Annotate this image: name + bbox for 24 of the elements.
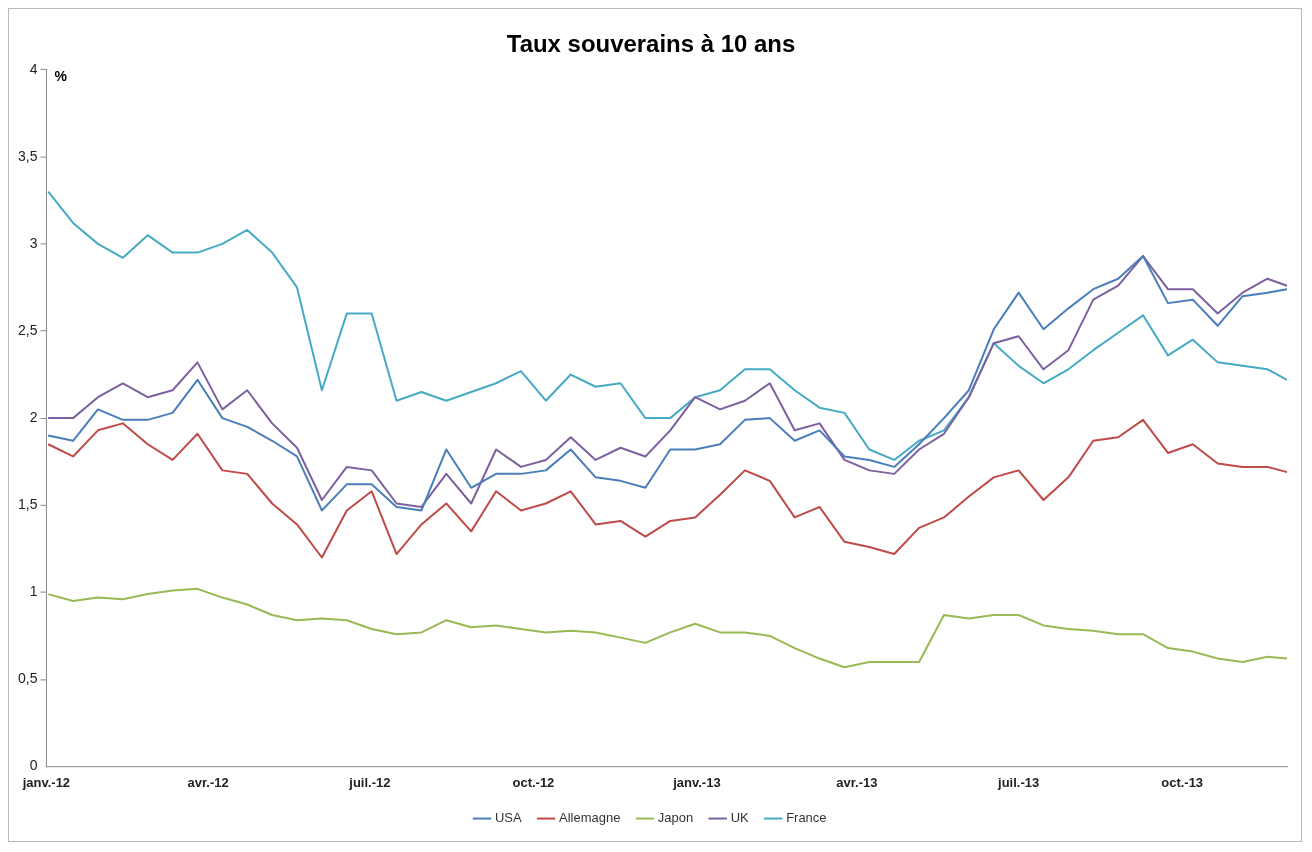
chart-title: Taux souverains à 10 ans [506,29,796,57]
x-tick-label: oct.-12 [512,774,555,790]
y-tick-label: 2,5 [17,321,38,338]
y-tick-label: 0 [29,757,38,774]
legend-label: Allemagne [559,810,621,826]
legend-label: France [786,810,827,826]
x-tick-label: juil.-13 [997,774,1040,790]
y-tick-label: 1,5 [17,496,38,513]
y-tick-label: 2 [29,408,38,425]
y-axis-title: % [54,68,68,85]
x-tick-label: avr.-12 [187,774,229,790]
y-tick-label: 3 [29,234,38,251]
legend-label: USA [494,810,522,826]
x-tick-label: janv.-13 [672,774,721,790]
y-tick-label: 1 [29,583,38,600]
y-tick-label: 0,5 [17,670,38,687]
x-tick-label: juil.-12 [348,774,391,790]
y-tick-label: 4 [29,60,38,77]
x-tick-label: janv.-12 [21,774,71,790]
x-tick-label: avr.-13 [836,774,878,790]
legend-label: Japon [657,810,694,826]
legend-label: UK [730,810,750,826]
x-tick-label: oct.-13 [1161,774,1204,790]
y-tick-label: 3,5 [17,147,38,164]
